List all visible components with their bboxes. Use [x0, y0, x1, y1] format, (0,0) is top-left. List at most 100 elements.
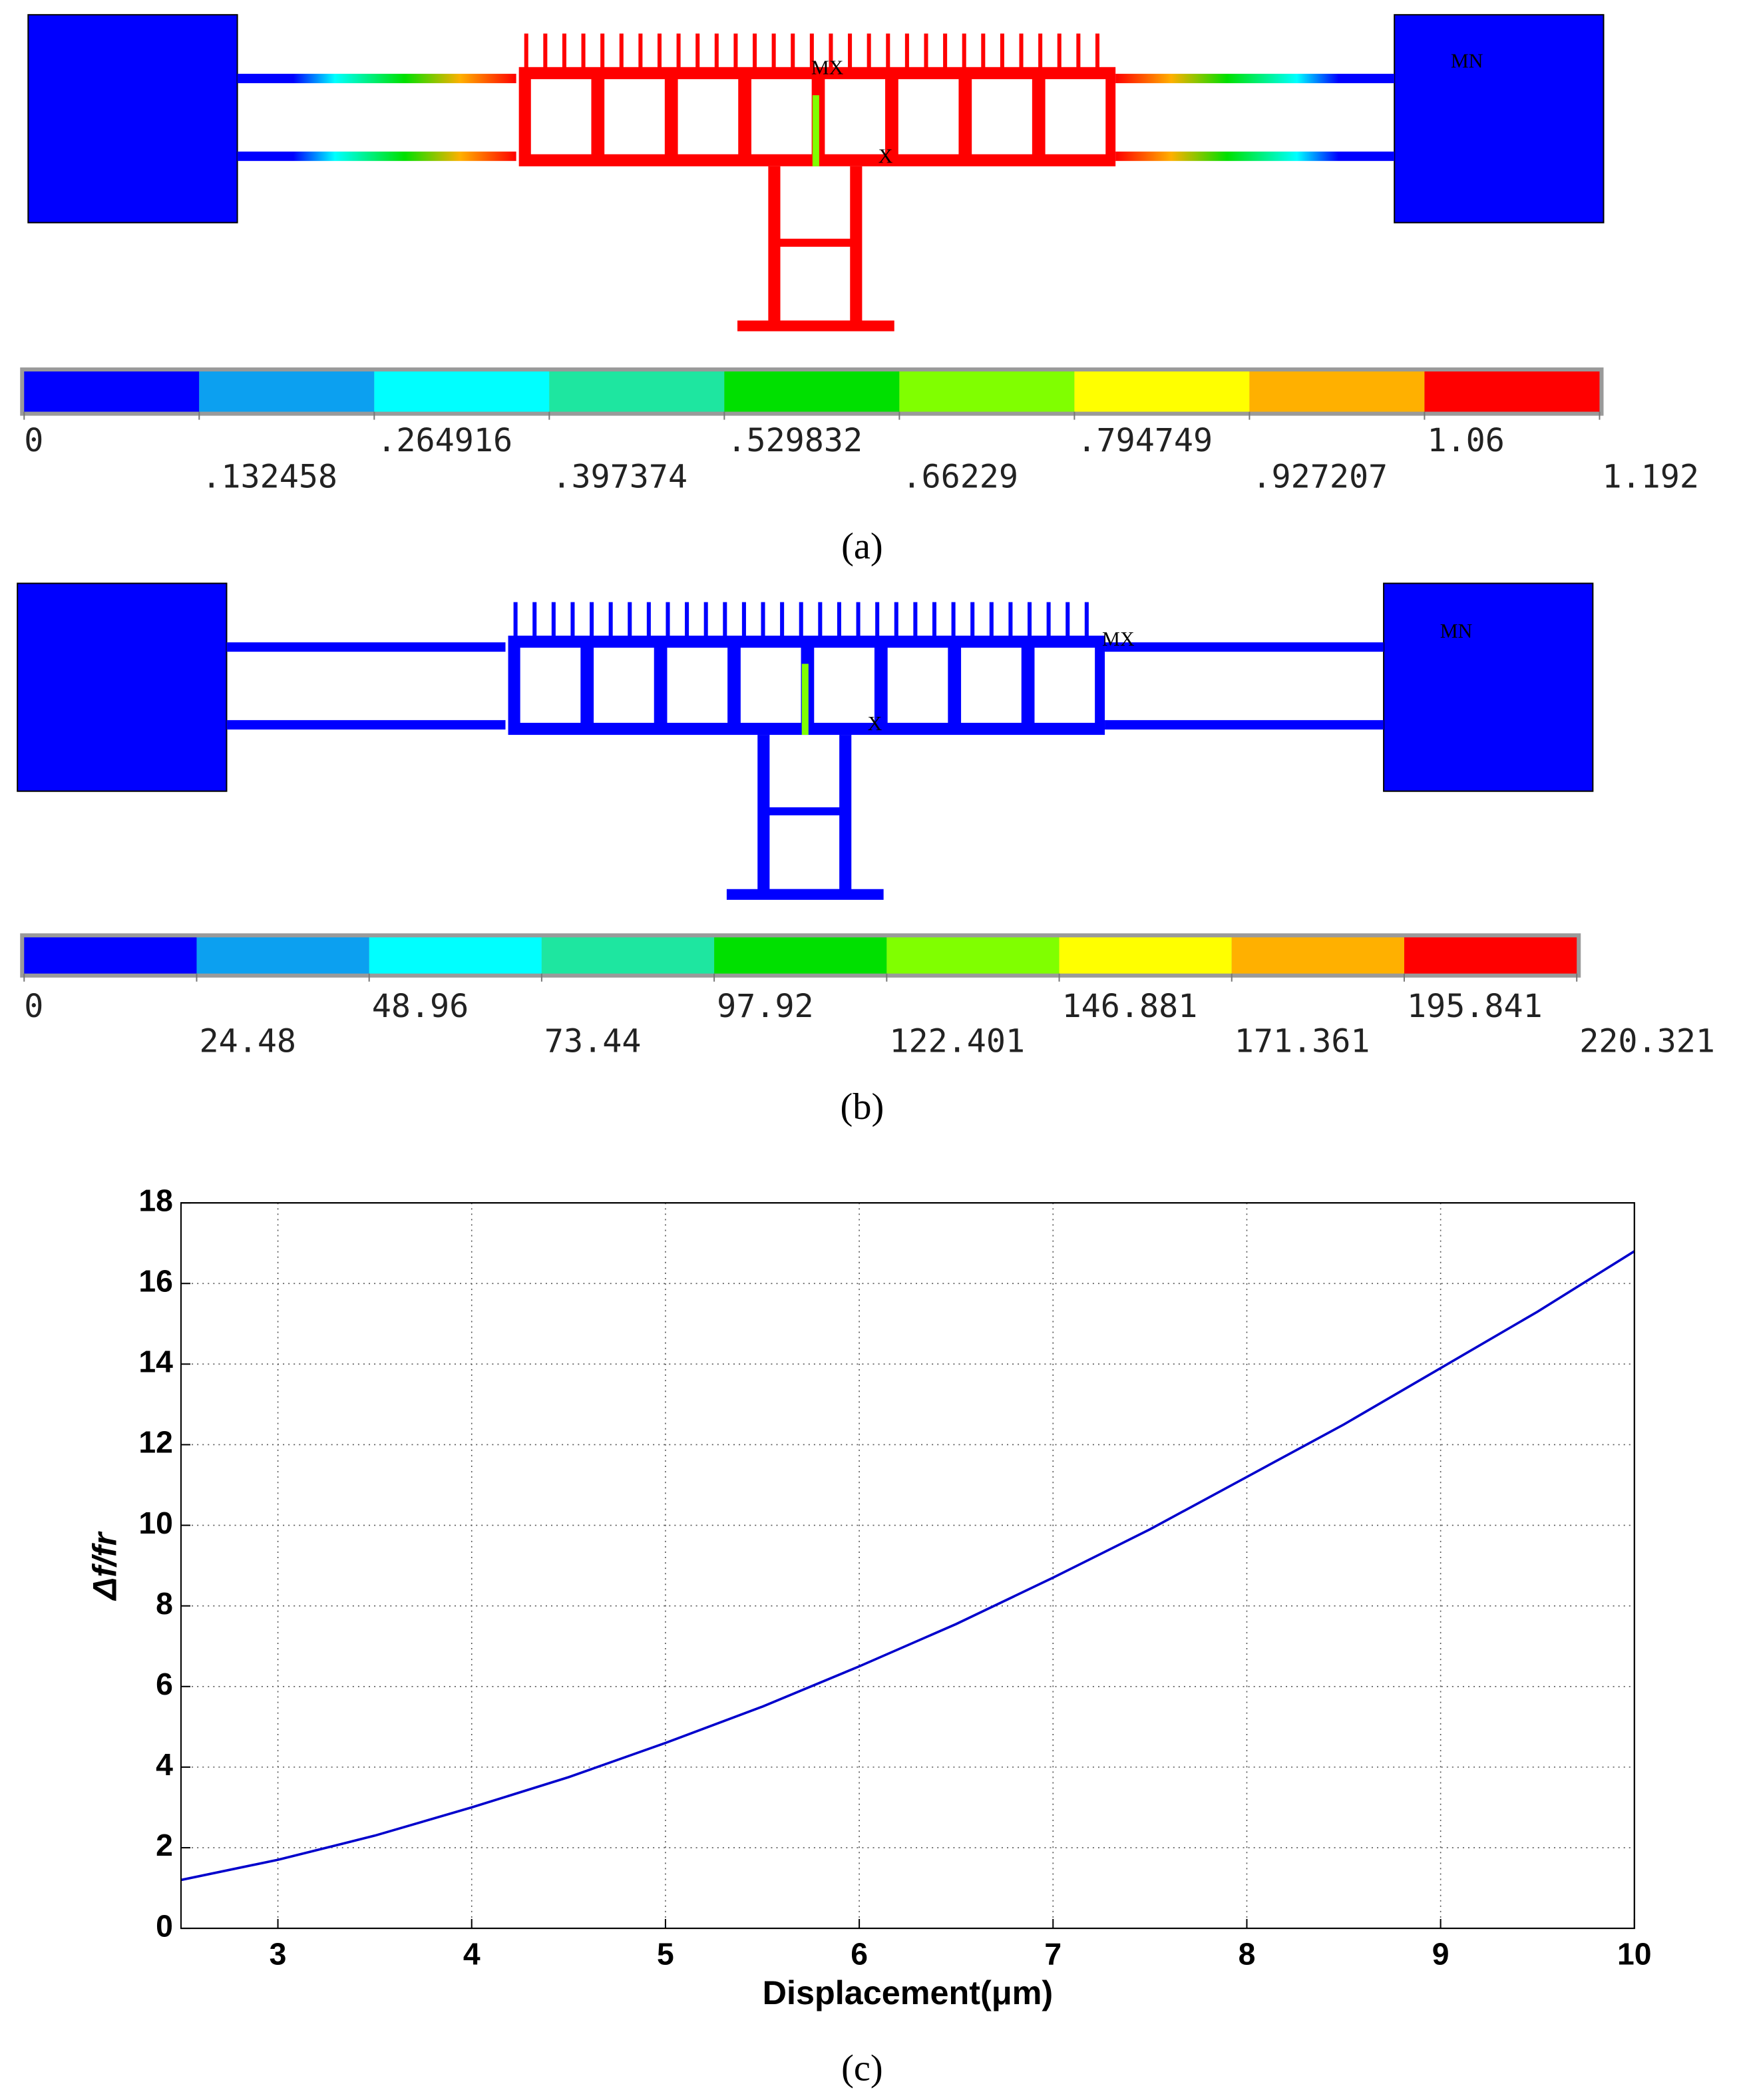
stem-cell	[780, 246, 851, 321]
comb-finger	[562, 33, 566, 69]
plot-border	[180, 1202, 1635, 1930]
y-axis-label: Δf/fr	[85, 1531, 123, 1601]
comb-finger	[799, 602, 803, 637]
x-tick-label: 3	[270, 1937, 287, 1972]
x-tick-label: 7	[1044, 1937, 1062, 1972]
colorbar-segment	[541, 937, 715, 974]
comb-finger	[989, 602, 994, 637]
stem-cell	[780, 166, 851, 239]
plot-area	[180, 1202, 1635, 1930]
x-tick-label: 10	[1617, 1937, 1652, 1972]
comb-finger	[646, 602, 651, 637]
comb-finger	[753, 33, 757, 69]
beam	[226, 642, 506, 652]
comb-finger	[741, 602, 746, 637]
comb-finger	[894, 602, 898, 637]
stress-spot	[801, 664, 809, 735]
frame-cell	[751, 79, 812, 154]
colorbar-label: 171.361	[1235, 1022, 1370, 1060]
colorbar-segment	[886, 937, 1060, 974]
frame-cell	[814, 648, 874, 723]
comb-finger	[714, 33, 719, 69]
comb-finger	[570, 602, 575, 637]
stress-spot	[812, 95, 819, 166]
y-tick-label: 2	[156, 1828, 173, 1862]
frame-cell	[1034, 648, 1095, 723]
x-tick-label: 6	[851, 1937, 868, 1972]
annotation: MX	[1102, 628, 1135, 650]
annotation: X	[878, 145, 893, 168]
comb-finger	[829, 33, 833, 69]
colorbar-segment	[374, 371, 550, 412]
beam	[1105, 642, 1384, 652]
colorbar-label: .529832	[727, 422, 863, 459]
comb-finger	[532, 602, 537, 637]
foot	[726, 889, 884, 900]
annotation: MN	[1451, 50, 1483, 73]
comb-finger	[780, 602, 785, 637]
comb-finger	[628, 602, 632, 637]
comb-finger	[943, 33, 948, 69]
colorbar-segment	[1404, 937, 1577, 974]
frame-cell	[594, 648, 654, 723]
comb-finger	[771, 33, 776, 69]
colorbar-label: 24.48	[200, 1022, 297, 1060]
mems-structure	[17, 582, 1594, 900]
frame-cell	[667, 648, 728, 723]
comb-finger	[600, 33, 605, 69]
colorbar-segment	[1059, 937, 1232, 974]
x-tick-label: 5	[657, 1937, 674, 1972]
colorbar-label: 1.192	[1602, 458, 1699, 495]
x-axis-label: Displacement(μm)	[763, 1974, 1054, 2011]
comb-finger	[638, 33, 643, 69]
x-tick-label: 4	[463, 1937, 481, 1972]
annotation: X	[867, 712, 882, 735]
frame-cell	[825, 79, 886, 154]
colorbar-segment	[1424, 371, 1600, 412]
comb-finger	[1095, 33, 1099, 69]
comb-finger	[818, 602, 823, 637]
comb-finger	[1038, 33, 1043, 69]
anchor	[27, 14, 238, 224]
comb-finger	[886, 33, 890, 69]
frame-cell	[961, 648, 1022, 723]
anchor	[17, 582, 228, 792]
data-line	[180, 1250, 1635, 1882]
frame-cell	[887, 648, 948, 723]
comb-finger	[1019, 33, 1024, 69]
colorbar-label: .66229	[902, 458, 1018, 495]
comb-finger	[676, 33, 681, 69]
colorbar-segment	[1074, 371, 1250, 412]
colorbar-label: 146.881	[1062, 988, 1198, 1025]
foot	[737, 320, 894, 331]
y-tick-label: 12	[138, 1425, 173, 1460]
comb-finger	[619, 33, 624, 69]
colorbar-label: 97.92	[717, 988, 814, 1025]
frame-cell	[678, 79, 739, 154]
x-tick-label: 9	[1432, 1937, 1450, 1972]
comb-finger	[513, 602, 518, 637]
frame-cell	[604, 79, 665, 154]
comb-finger	[1057, 33, 1062, 69]
y-tick-label: 0	[156, 1908, 173, 1943]
comb-finger	[904, 33, 909, 69]
colorbar-segment	[196, 937, 369, 974]
y-tick-label: 16	[138, 1264, 173, 1299]
anchor	[1394, 14, 1605, 224]
colorbar-segment	[1231, 937, 1404, 974]
beam	[1115, 73, 1395, 83]
comb-finger	[543, 33, 548, 69]
stem-cell	[769, 815, 840, 889]
y-tick-label: 10	[138, 1506, 173, 1540]
colorbar-label: 48.96	[372, 988, 469, 1025]
panel-label: (c)	[841, 2048, 883, 2089]
colorbar-segment	[714, 937, 887, 974]
comb-finger	[875, 602, 880, 637]
colorbar-segment	[24, 937, 197, 974]
comb-finger	[581, 33, 586, 69]
annotation: MX	[811, 57, 844, 79]
comb-finger	[666, 602, 670, 637]
y-tick-label: 6	[156, 1667, 173, 1701]
